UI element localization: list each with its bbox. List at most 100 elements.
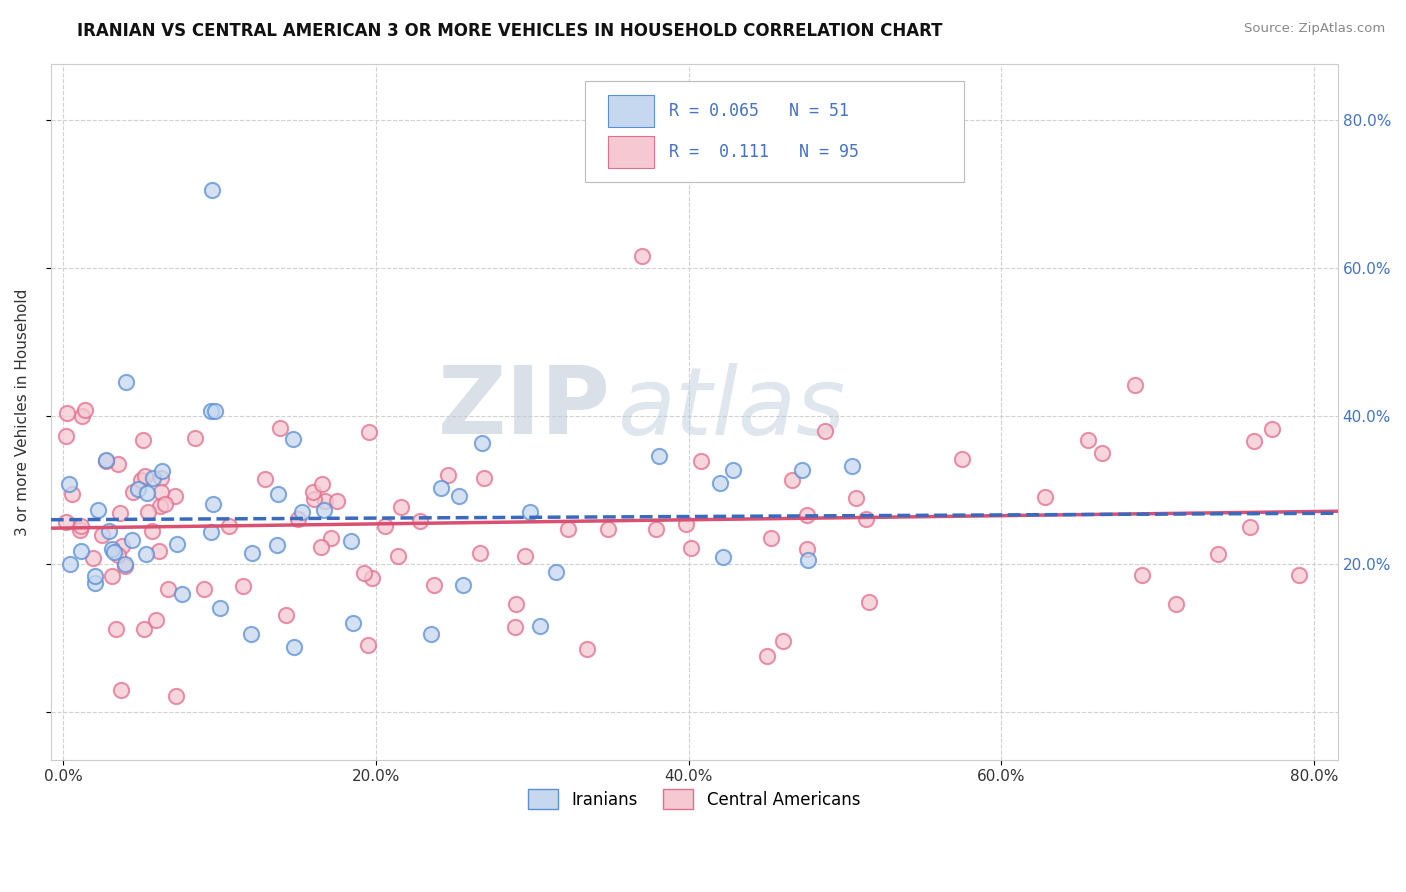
Point [681, 541, 703, 555]
Point [127, 482, 149, 496]
Point [1125, 378, 1147, 392]
Text: Source: ZipAtlas.com: Source: ZipAtlas.com [1244, 22, 1385, 36]
Point [546, 565, 568, 579]
Point [94, 454, 117, 468]
Point [150, 471, 173, 485]
Point [101, 542, 124, 557]
Point [200, 524, 222, 539]
Point [858, 595, 880, 609]
Point [353, 566, 375, 581]
Point [311, 540, 333, 554]
Point [1164, 597, 1187, 611]
Point [163, 489, 186, 503]
Point [201, 183, 224, 197]
Point [342, 615, 364, 630]
Point [311, 477, 333, 491]
Point [149, 484, 172, 499]
Point [96, 452, 118, 467]
Point [110, 682, 132, 697]
Point [755, 649, 778, 664]
Point [430, 481, 453, 495]
Point [70, 409, 93, 424]
Point [950, 452, 973, 467]
Point [115, 376, 138, 390]
Point [796, 542, 818, 557]
Point [855, 512, 877, 526]
Point [107, 548, 129, 562]
Point [690, 454, 713, 468]
Point [267, 486, 290, 500]
Point [503, 620, 526, 634]
Point [142, 470, 165, 484]
Point [132, 622, 155, 636]
Point [283, 640, 305, 654]
Point [70, 518, 93, 533]
Point [136, 486, 159, 500]
Point [129, 473, 152, 487]
Point [557, 522, 579, 536]
Point [141, 524, 163, 538]
Point [114, 557, 136, 571]
Point [84, 569, 107, 583]
Point [232, 579, 254, 593]
Point [339, 534, 361, 549]
Legend: Iranians, Central Americans: Iranians, Central Americans [522, 783, 866, 815]
Point [60, 487, 83, 501]
Point [845, 491, 868, 506]
Point [134, 468, 156, 483]
Point [387, 549, 409, 563]
Point [356, 638, 378, 652]
Point [266, 538, 288, 552]
Point [471, 436, 494, 450]
Point [647, 449, 669, 463]
Point [91, 527, 114, 541]
Point [166, 537, 188, 551]
Point [319, 531, 342, 545]
Point [107, 457, 129, 471]
Point [132, 433, 155, 447]
FancyBboxPatch shape [607, 136, 654, 169]
Point [184, 431, 207, 445]
Point [1206, 547, 1229, 561]
Point [709, 475, 731, 490]
Text: IRANIAN VS CENTRAL AMERICAN 3 OR MORE VEHICLES IN HOUSEHOLD CORRELATION CHART: IRANIAN VS CENTRAL AMERICAN 3 OR MORE VE… [77, 22, 943, 40]
Point [423, 578, 446, 592]
Point [437, 468, 460, 483]
Point [202, 497, 225, 511]
Point [69, 524, 91, 538]
Point [675, 517, 697, 532]
Point [149, 499, 172, 513]
Point [148, 544, 170, 558]
Point [240, 546, 263, 560]
Point [759, 531, 782, 545]
Point [721, 463, 744, 477]
Text: atlas: atlas [617, 363, 845, 454]
Point [145, 613, 167, 627]
Point [596, 522, 619, 536]
Point [1288, 567, 1310, 582]
Point [287, 512, 309, 526]
Point [451, 578, 474, 592]
Point [136, 505, 159, 519]
Point [101, 569, 124, 583]
Point [631, 250, 654, 264]
Point [326, 494, 349, 508]
Point [153, 497, 176, 511]
Point [780, 473, 803, 487]
Point [1261, 422, 1284, 436]
Point [772, 634, 794, 648]
Point [103, 545, 125, 559]
Point [82, 551, 104, 566]
Point [281, 432, 304, 446]
Point [409, 514, 432, 528]
Y-axis label: 3 or more Vehicles in Household: 3 or more Vehicles in Household [15, 288, 30, 535]
Point [55, 515, 77, 529]
Point [389, 500, 412, 514]
Point [814, 424, 837, 438]
Point [519, 505, 541, 519]
Point [58, 557, 80, 571]
Point [172, 587, 194, 601]
Text: ZIP: ZIP [437, 362, 610, 454]
Point [1033, 490, 1056, 504]
Point [1077, 434, 1099, 448]
